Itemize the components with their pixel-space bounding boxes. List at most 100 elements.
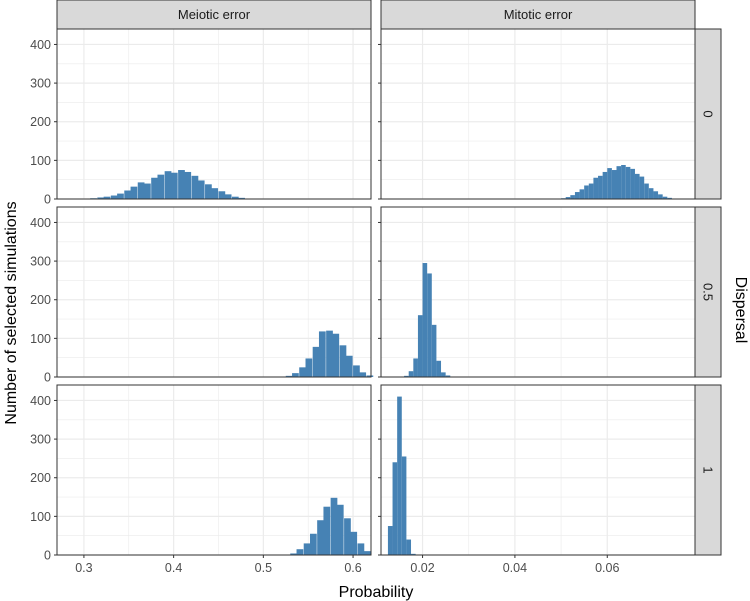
histogram-bar	[436, 360, 442, 377]
y-tick-label: 300	[30, 77, 51, 91]
row-strip-1	[694, 384, 722, 556]
panel-background	[57, 29, 371, 199]
histogram-bar	[332, 333, 340, 377]
histogram-bar	[363, 551, 371, 555]
histogram-bar	[292, 373, 299, 377]
histogram-bar	[151, 177, 158, 199]
panel-background	[381, 385, 695, 555]
histogram-bar	[422, 263, 428, 377]
histogram-bar	[157, 174, 165, 199]
x-tick-label: 0.04	[503, 561, 527, 575]
histogram-bar	[97, 197, 105, 199]
y-tick-label: 100	[30, 332, 51, 346]
histogram-bar	[598, 175, 603, 199]
histogram-bar	[336, 504, 344, 555]
histogram-bar	[658, 194, 663, 199]
histogram-bar	[299, 367, 306, 377]
histogram-bar	[593, 177, 599, 199]
histogram-bar	[144, 183, 151, 199]
y-tick-label: 300	[30, 433, 51, 447]
histogram-bar	[445, 375, 451, 377]
x-tick-label: 0.06	[595, 561, 619, 575]
column-strip-meiotic-error	[56, 0, 372, 30]
row-facet-title: Dispersal	[732, 277, 749, 344]
x-tick-label: 0.4	[165, 561, 182, 575]
y-tick-label: 400	[30, 38, 51, 52]
histogram-bar	[441, 372, 446, 377]
histogram-bar	[357, 543, 365, 555]
histogram-bar	[330, 497, 338, 555]
panel-background	[381, 29, 695, 199]
x-tick-label: 0.02	[410, 561, 434, 575]
row-strip-0-5	[694, 206, 722, 378]
histogram-bar	[130, 186, 138, 199]
histogram-bar	[625, 166, 631, 199]
x-axis-title: Probability	[339, 584, 414, 601]
histogram-bar	[224, 194, 232, 199]
histogram-bar	[607, 168, 612, 199]
histogram-bar	[309, 533, 317, 555]
histogram-bar	[411, 553, 416, 555]
x-tick-label: 0.5	[255, 561, 272, 575]
strips-layer: Meiotic error Mitotic error 0 0.5 1	[56, 0, 722, 556]
histogram-bar	[137, 182, 145, 199]
histogram-bar	[303, 543, 311, 555]
histogram-bar	[197, 180, 205, 199]
column-strip-label: Mitotic error	[504, 7, 573, 22]
histogram-bar	[285, 375, 293, 377]
y-tick-label: 200	[30, 293, 51, 307]
histogram-bar	[574, 192, 580, 199]
histogram-bar	[634, 173, 640, 199]
histogram-bar	[408, 371, 414, 377]
histogram-bar	[184, 171, 192, 199]
histogram-bar	[644, 183, 649, 199]
histogram-bar	[326, 330, 333, 377]
histogram-bar	[392, 462, 398, 555]
histogram-bar	[205, 184, 212, 199]
histogram-bar	[323, 506, 331, 555]
histogram-bar	[616, 166, 622, 199]
histogram-bar	[611, 170, 617, 199]
histogram-bar	[602, 171, 608, 199]
histogram-bar	[170, 172, 178, 199]
histogram-bar	[178, 170, 185, 199]
histogram-bar	[359, 372, 367, 377]
y-tick-label: 0	[44, 371, 51, 385]
histogram-bar	[662, 196, 668, 199]
histogram-bar	[218, 191, 226, 199]
histogram-bar	[318, 331, 326, 377]
histogram-bar	[231, 196, 239, 199]
histogram-bar	[164, 171, 172, 199]
histogram-bar	[117, 193, 124, 199]
histogram-bar	[565, 197, 571, 199]
panel-1-mitotic-error	[380, 384, 696, 556]
panel-0-5-mitotic-error	[380, 206, 696, 378]
y-tick-label: 100	[30, 154, 51, 168]
histogram-bar	[579, 189, 585, 199]
histogram-bar	[238, 197, 245, 199]
y-tick-label: 400	[30, 394, 51, 408]
row-strip-label: 1	[701, 466, 716, 473]
panel-1-meiotic-error	[56, 384, 372, 556]
y-tick-label: 200	[30, 471, 51, 485]
histogram-bar	[667, 197, 672, 199]
column-strip-mitotic-error	[380, 0, 696, 30]
histogram-bar	[630, 168, 635, 199]
y-tick-label: 400	[30, 216, 51, 230]
histogram-bar	[387, 526, 393, 555]
panel-border	[56, 384, 372, 556]
axes-layer: 0 100 200 300 400 0 100 200 300 400 0 100 200 300 400 0…	[30, 38, 619, 575]
histogram-bar	[339, 345, 347, 377]
histogram-bar	[401, 456, 407, 555]
row-strip-label: 0.5	[701, 283, 716, 301]
y-axis-title: Number of selected simulations	[3, 201, 20, 424]
histogram-bar	[427, 273, 432, 377]
histogram-bar	[366, 375, 374, 377]
panel-border	[56, 206, 372, 378]
histogram-bar	[317, 520, 324, 555]
histogram-bar	[639, 176, 645, 199]
histogram-bar	[110, 195, 118, 199]
histogram-bar	[397, 396, 402, 555]
histogram-bar	[431, 324, 437, 377]
